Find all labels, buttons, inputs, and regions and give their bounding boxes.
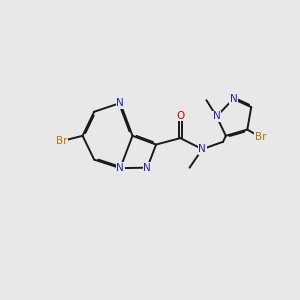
Text: N: N [230,94,237,104]
Text: Br: Br [56,136,68,146]
Text: Br: Br [255,132,266,142]
Text: N: N [116,98,124,108]
Text: N: N [143,163,151,173]
Text: N: N [213,111,220,122]
Text: O: O [176,111,184,121]
Text: N: N [198,144,206,154]
Text: N: N [116,163,124,173]
